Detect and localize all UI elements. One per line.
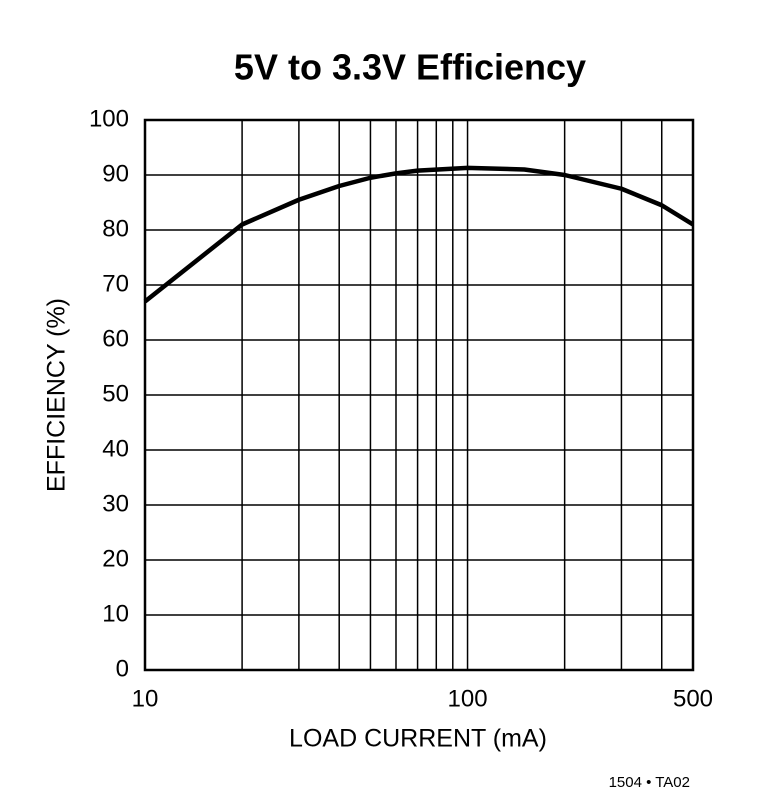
line <box>143 165 695 304</box>
y-tick-label: 10 <box>102 600 129 627</box>
x-axis-label: LOAD CURRENT (mA) <box>289 725 547 753</box>
x-tick-label: 100 <box>448 685 488 712</box>
y-tick-label: 70 <box>102 270 129 297</box>
y-tick-label: 30 <box>102 490 129 517</box>
chart-title: 5V to 3.3V Efficiency <box>234 47 586 88</box>
x-tick-label: 10 <box>132 685 159 712</box>
y-tick-label: 80 <box>102 215 129 242</box>
y-axis-label: EFFICIENCY (%) <box>43 298 71 492</box>
y-tick-label: 100 <box>89 105 129 132</box>
y-tick-label: 60 <box>102 325 129 352</box>
y-tick-label: 0 <box>116 655 129 682</box>
footnote: 1504 • TA02 <box>609 774 690 791</box>
y-tick-label: 20 <box>102 545 129 572</box>
y-tick-label: 90 <box>102 160 129 187</box>
y-tick-label: 40 <box>102 435 129 462</box>
plot-frame <box>143 118 695 672</box>
x-tick-label: 500 <box>673 685 713 712</box>
y-tick-label: 50 <box>102 380 129 407</box>
